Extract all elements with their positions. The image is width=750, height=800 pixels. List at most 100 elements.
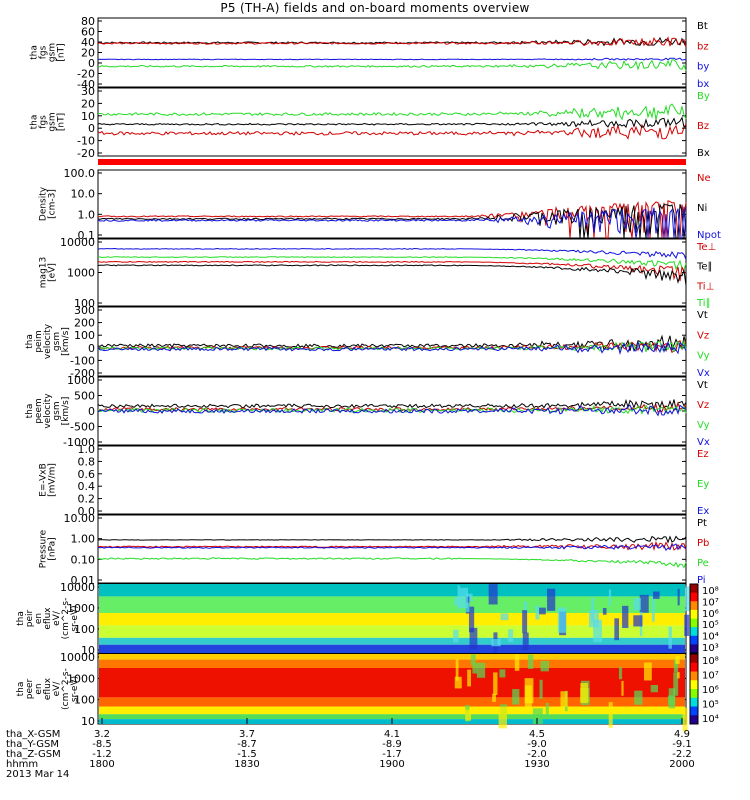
series-line-Pi	[97, 543, 687, 551]
ytick-label: 10	[81, 110, 95, 123]
ytick-label: 100	[74, 297, 95, 310]
xaxis-row-label: tha_X-GSM	[6, 729, 60, 740]
ylabel-line: gsm	[52, 401, 62, 420]
legend-entry: Te⊥	[696, 242, 716, 253]
series-line-Pt	[97, 535, 687, 544]
spectrogram-feature	[524, 678, 534, 704]
spectrogram-feature	[614, 618, 619, 641]
ytick-label: 100	[74, 623, 95, 636]
panel-frame-7	[97, 514, 687, 584]
panel-frame-6	[97, 445, 687, 515]
ylabel-line: peem	[34, 398, 44, 424]
colorbar-tick: 10⁵	[702, 620, 719, 631]
legend-entry: Ti∥	[696, 298, 711, 309]
colorbar-tick: 10⁶	[702, 609, 719, 620]
ylabel-line: peir	[25, 609, 35, 627]
legend-entry: Vy	[697, 351, 710, 362]
panel-frame-0	[97, 17, 687, 88]
xtick-value: 1830	[234, 759, 259, 770]
ylabel-line: velocity	[43, 393, 53, 429]
ytick-label: 0.4	[78, 480, 96, 493]
legend-entry: Vx	[697, 368, 710, 379]
ytick-label: 0	[88, 122, 95, 135]
xtick-value: 3.2	[94, 729, 110, 740]
series-line-Vx	[97, 404, 687, 417]
spectrogram-feature	[602, 608, 607, 615]
panel-frame-4	[97, 306, 687, 377]
colorbar-segment	[690, 680, 698, 690]
spectrogram-feature	[527, 654, 534, 669]
series-line-Bx	[97, 116, 687, 129]
ytick-label: 1.0	[78, 208, 96, 221]
series-line-Te∥	[97, 256, 687, 271]
spectrogram-feature	[492, 693, 496, 702]
legend-entry: Bx	[697, 148, 710, 159]
spectrogram-feature	[633, 615, 643, 627]
xaxis-row-label: 2013 Mar 14	[6, 769, 69, 780]
spectrogram-feature	[493, 672, 498, 695]
ylabel-line: Pressure	[39, 529, 49, 568]
spectrogram-feature	[522, 610, 528, 634]
legend-entry: Te∥	[696, 262, 713, 273]
ytick-label: 10000	[60, 581, 95, 594]
colorbar-segment	[690, 627, 698, 637]
spectrogram-feature	[454, 676, 462, 689]
colorbar-segment	[690, 609, 698, 619]
spectrogram-feature	[608, 702, 613, 728]
legend-entry: By	[697, 91, 710, 102]
xtick-value: -2.0	[527, 749, 547, 760]
spectrogram-feature	[465, 709, 472, 721]
colorbar-segment	[690, 697, 698, 707]
spectrogram-band	[99, 706, 685, 715]
legend-entry: Vz	[697, 400, 709, 411]
ytick-label: 0.2	[78, 493, 96, 506]
ylabel-line: [nT]	[57, 113, 67, 131]
legend-entry: by	[697, 62, 709, 73]
series-line-by	[97, 57, 686, 61]
xtick-value: -1.2	[92, 749, 112, 760]
spectrogram-feature	[684, 614, 690, 637]
spectrogram-band	[99, 654, 685, 660]
legend-entry: Ex	[697, 506, 709, 517]
ylabel-line: [km/s]	[61, 327, 71, 356]
series-line-Pb	[97, 540, 687, 552]
spectrogram-band	[99, 697, 685, 707]
spectrogram-feature	[460, 587, 468, 608]
spectrogram-feature	[539, 607, 546, 615]
ylabel-line: sr-eV)	[70, 605, 80, 631]
spectrogram-feature	[468, 606, 475, 633]
ytick-label: 0	[88, 405, 95, 418]
legend-entry: bz	[697, 41, 709, 52]
colorbar-tick: 10⁴	[702, 632, 719, 643]
legend-entry: Vt	[697, 380, 708, 391]
ytick-label: 1.0	[78, 443, 96, 456]
spectrogram-band	[99, 714, 685, 720]
series-line-Vy	[97, 404, 687, 415]
ylabel-group: tha peem velocity gsm [km/s]	[25, 393, 71, 429]
xtick-value: 2000	[669, 759, 694, 770]
spectrogram-feature	[673, 672, 679, 696]
xtick-value: -1.5	[237, 749, 257, 760]
ytick-label: -20	[77, 147, 95, 160]
ylabel-line: eV/	[52, 610, 62, 626]
legend-entry: Ti⊥	[696, 281, 714, 292]
ytick-label: 1.00	[71, 533, 96, 546]
series-line-Ni	[97, 202, 687, 239]
spectrogram-band	[99, 644, 685, 653]
xtick-value: 4.9	[674, 729, 690, 740]
mode-bar	[98, 159, 686, 165]
spectrogram-feature	[591, 598, 595, 622]
spectrogram-feature	[682, 707, 688, 732]
ylabel-group: Density [cm-3]	[39, 186, 58, 221]
ylabel-line: [nT]	[57, 43, 67, 61]
colorbar-segment	[690, 662, 698, 672]
spectrogram-feature	[634, 690, 643, 705]
ytick-label: 0.0	[78, 505, 96, 518]
xtick-value: -8.9	[382, 739, 402, 750]
ylabel-line: tha	[30, 45, 40, 60]
xaxis-row-label: tha_Y-GSM	[6, 739, 59, 750]
xtick-value: 3.7	[239, 729, 255, 740]
colorbar-tick: 10⁸	[702, 586, 719, 597]
legend-entry: Ne	[697, 173, 711, 184]
spectrogram-feature	[545, 702, 549, 716]
